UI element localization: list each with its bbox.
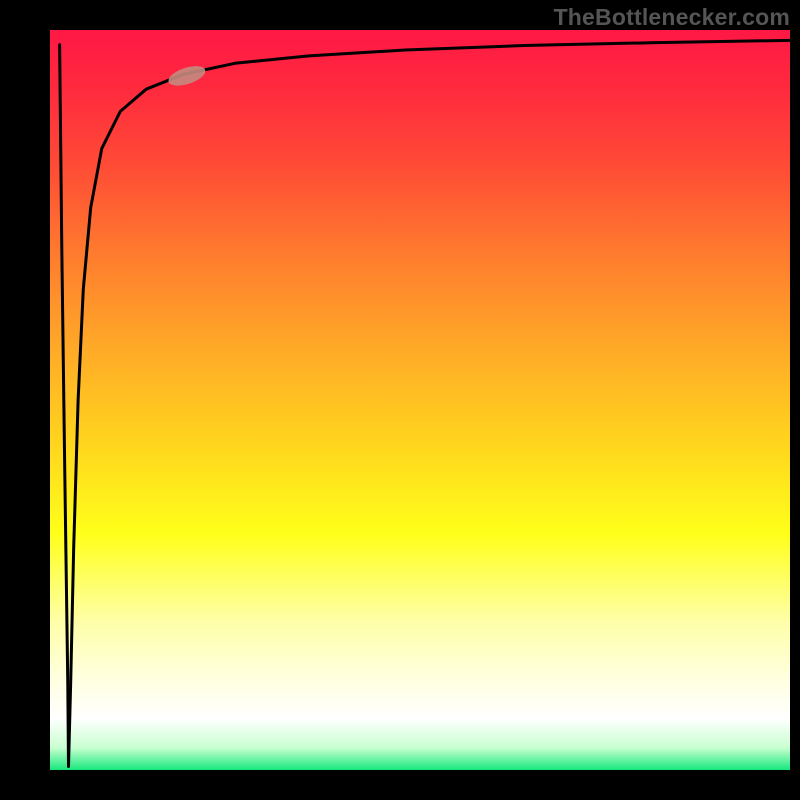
chart-svg (0, 0, 800, 800)
plot-area (50, 30, 790, 770)
chart-container: TheBottlenecker.com (0, 0, 800, 800)
watermark-text: TheBottlenecker.com (554, 4, 790, 31)
